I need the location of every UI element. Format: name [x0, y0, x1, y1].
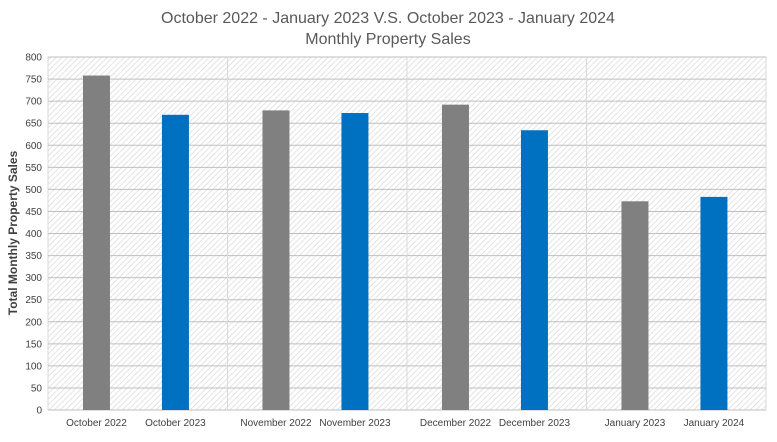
x-tick-label: November 2023 [319, 418, 391, 429]
y-tick-label: 600 [25, 141, 42, 152]
y-tick-label: 100 [25, 361, 42, 372]
y-tick-label: 350 [25, 251, 42, 262]
y-tick-label: 300 [25, 273, 42, 284]
y-axis-ticks: 0 50 100 150 200 250 300 350 400 450 500 550 600 650 7… [25, 53, 42, 417]
bar-november-2022 [262, 110, 290, 411]
bar-january-2024 [700, 196, 728, 410]
y-tick-label: 750 [25, 75, 42, 86]
y-tick-label: 650 [25, 119, 42, 130]
x-tick-label: October 2023 [145, 418, 206, 429]
y-tick-label: 250 [25, 295, 42, 306]
bar-october-2022 [82, 75, 110, 410]
bar-december-2022 [441, 104, 469, 410]
bar-october-2023 [161, 114, 189, 411]
y-tick-label: 550 [25, 163, 42, 174]
y-tick-label: 700 [25, 97, 42, 108]
y-tick-label: 200 [25, 317, 42, 328]
bar-january-2023 [621, 201, 649, 410]
bars [82, 75, 728, 411]
bar-december-2023 [520, 130, 548, 410]
x-tick-label: November 2022 [240, 418, 312, 429]
x-tick-label: December 2023 [499, 418, 571, 429]
y-tick-label: 500 [25, 185, 42, 196]
y-tick-label: 50 [31, 383, 43, 394]
chart-subtitle: Monthly Property Sales [305, 31, 470, 48]
x-tick-label: December 2022 [420, 418, 492, 429]
chart-title: October 2022 - January 2023 V.S. October… [161, 10, 615, 27]
x-axis-labels: October 2022 October 2023 November 2022 Nov… [66, 418, 745, 429]
y-tick-label: 0 [36, 406, 42, 417]
y-tick-label: 800 [25, 53, 42, 64]
y-tick-label: 450 [25, 207, 42, 218]
x-tick-label: January 2024 [684, 418, 745, 429]
y-tick-label: 400 [25, 229, 42, 240]
group-dividers [227, 57, 587, 410]
x-tick-label: January 2023 [605, 418, 666, 429]
x-tick-label: October 2022 [66, 418, 127, 429]
y-tick-label: 150 [25, 339, 42, 350]
bar-november-2023 [341, 113, 369, 410]
y-axis-title: Total Monthly Property Sales [6, 150, 20, 315]
